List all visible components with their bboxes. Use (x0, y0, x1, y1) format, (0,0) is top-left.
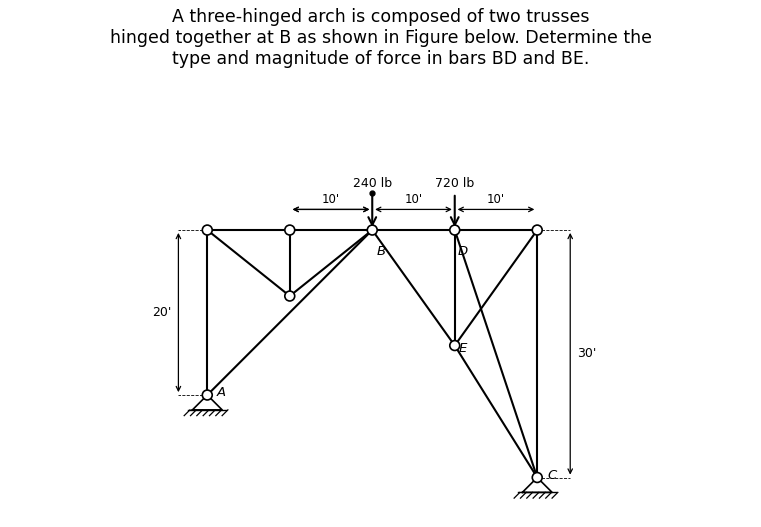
Text: 10': 10' (487, 193, 505, 206)
Circle shape (450, 340, 460, 350)
Text: 720 lb: 720 lb (435, 178, 474, 190)
Circle shape (450, 225, 460, 235)
Text: B: B (377, 245, 386, 258)
Text: 10': 10' (404, 193, 422, 206)
Circle shape (532, 473, 542, 482)
Text: 240 lb: 240 lb (352, 178, 392, 190)
Circle shape (285, 225, 295, 235)
Text: 20': 20' (152, 306, 172, 319)
Text: C: C (547, 469, 556, 482)
Text: 30': 30' (577, 347, 596, 360)
Circle shape (202, 390, 212, 400)
Circle shape (532, 225, 542, 235)
Circle shape (202, 225, 212, 235)
Text: D: D (457, 245, 467, 258)
Text: 10': 10' (322, 193, 340, 206)
Text: A three-hinged arch is composed of two trusses
hinged together at B as shown in : A three-hinged arch is composed of two t… (110, 8, 651, 68)
Circle shape (368, 225, 377, 235)
Circle shape (285, 291, 295, 301)
Text: A: A (217, 386, 226, 399)
Text: E: E (459, 341, 467, 355)
